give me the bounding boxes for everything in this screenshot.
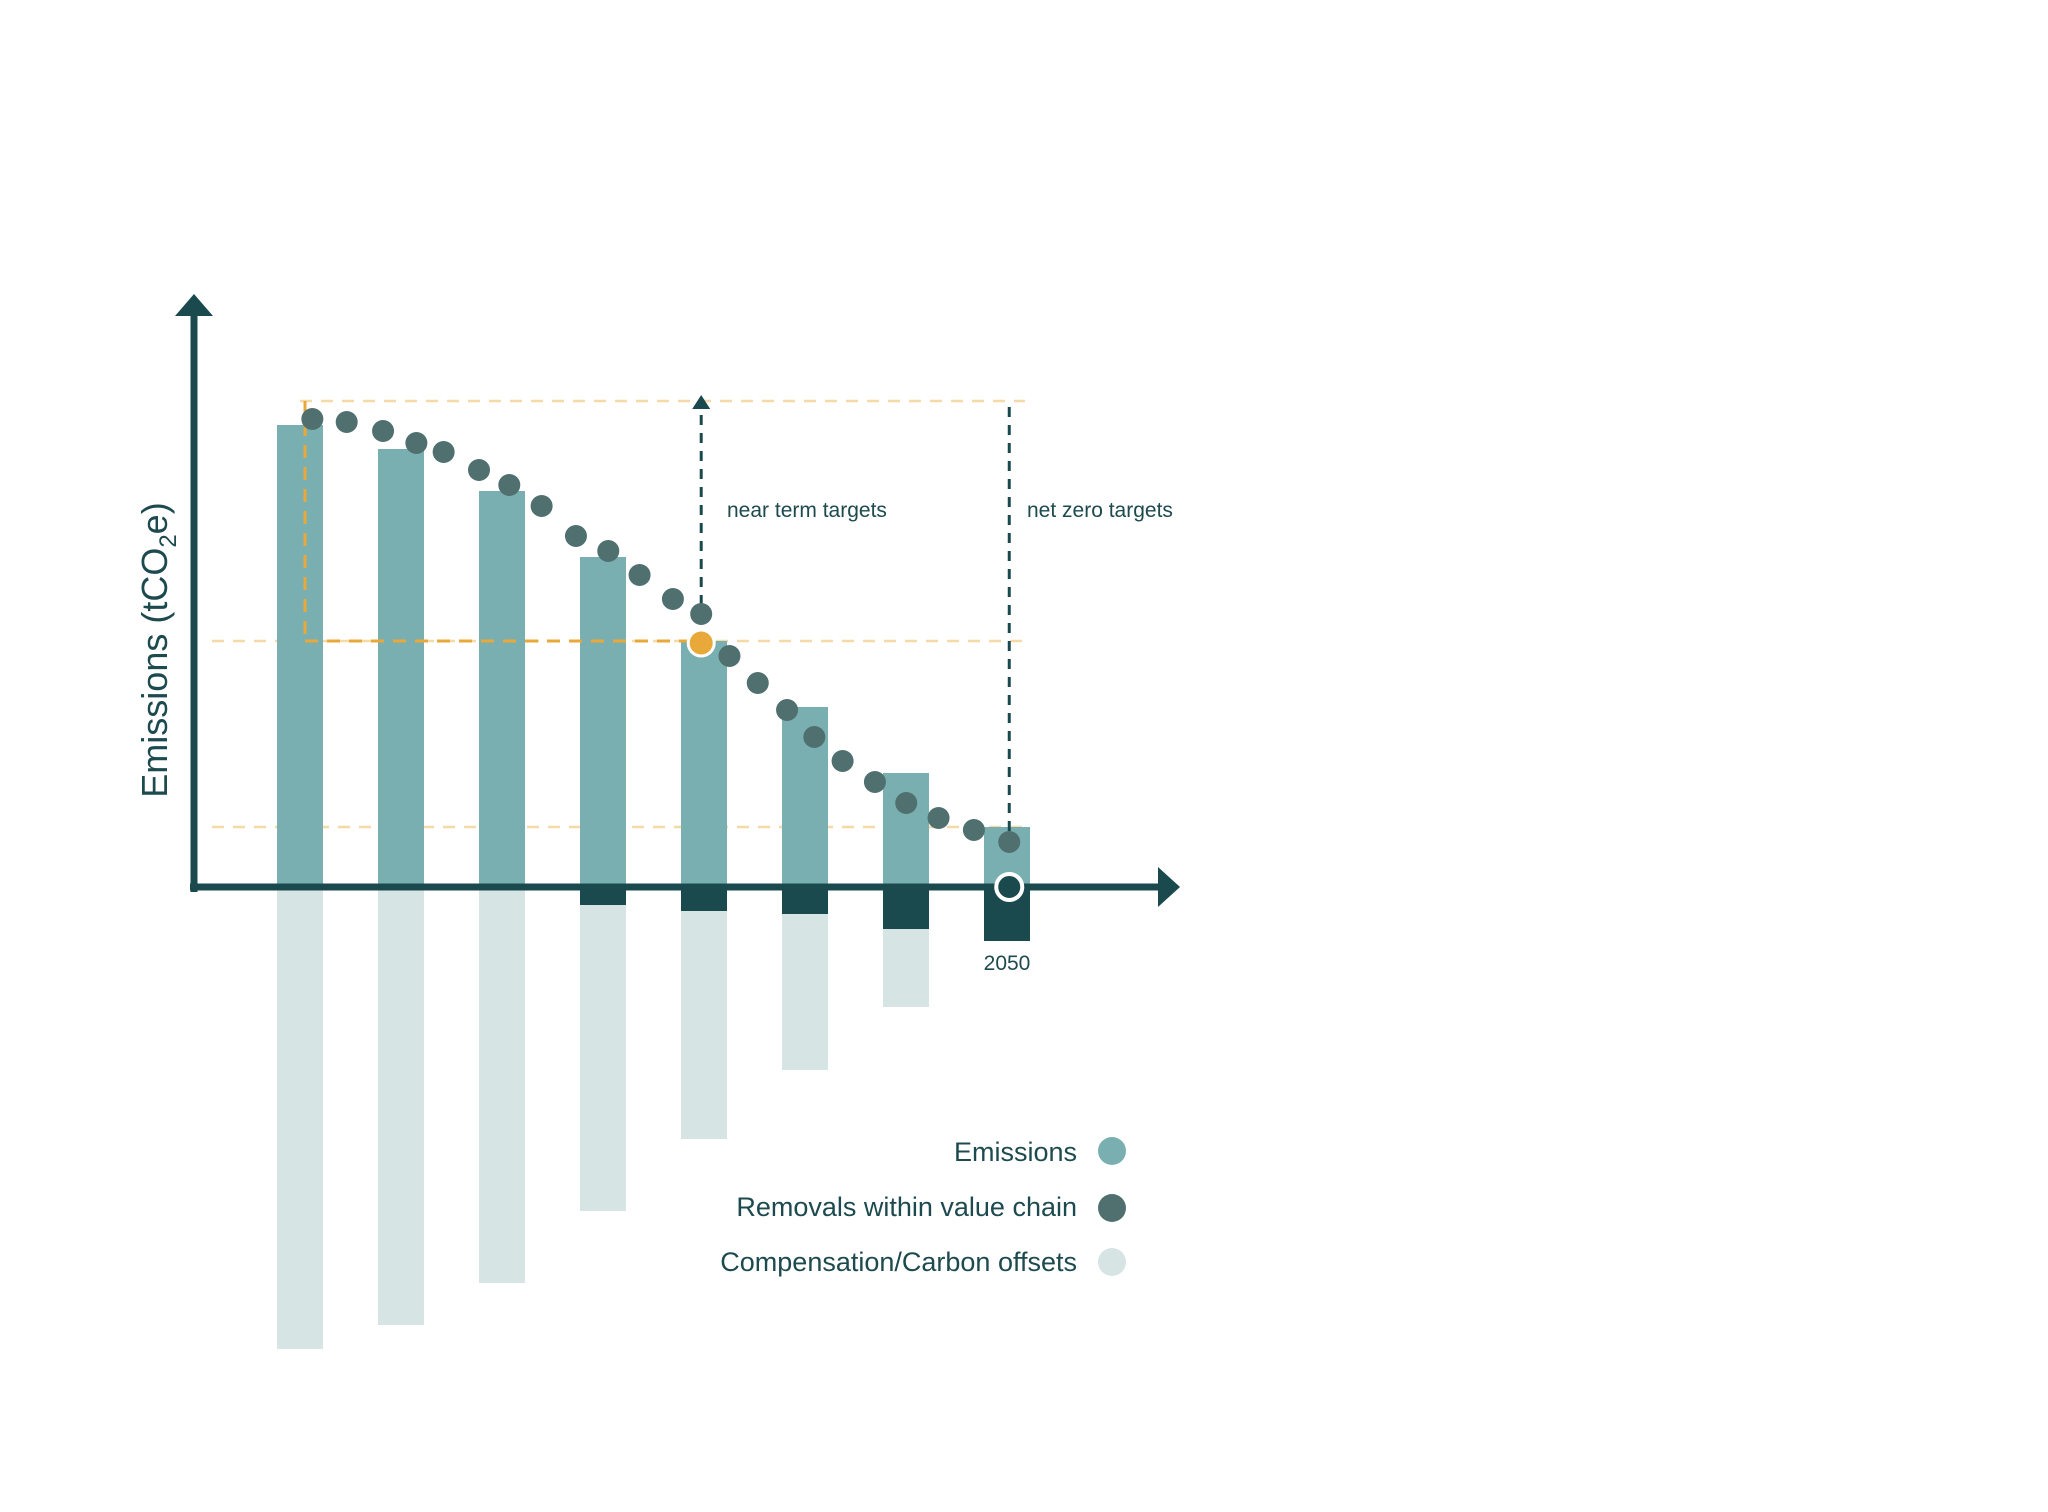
offsets-bar xyxy=(883,929,929,1007)
pathway-dot xyxy=(718,645,741,667)
pathway-dot xyxy=(690,603,713,625)
near-term-target-marker xyxy=(686,628,716,658)
emissions-bar xyxy=(883,773,929,887)
offsets-bar xyxy=(479,887,525,1283)
pathway-dot xyxy=(927,807,950,829)
emission-bars xyxy=(277,425,1030,887)
pathway-dot xyxy=(301,408,324,430)
target-markers xyxy=(686,628,1025,902)
pathway-dot xyxy=(597,540,620,562)
removals-bar xyxy=(782,887,828,914)
x-tick-label: 2050 xyxy=(984,952,1031,975)
pathway-dot xyxy=(498,474,521,496)
offsets-bar xyxy=(277,887,323,1349)
legend-label-emissions: Emissions xyxy=(954,1137,1077,1167)
legend-swatch-offsets xyxy=(1098,1248,1126,1276)
pathway-dot xyxy=(661,588,684,610)
pathway-dot xyxy=(335,411,358,433)
legend-label-removals: Removals within value chain xyxy=(736,1192,1077,1222)
pathway-dot xyxy=(863,771,886,793)
emissions-bar xyxy=(378,449,424,887)
near-term-guide xyxy=(303,401,702,643)
pathway-dot xyxy=(405,432,428,454)
pathway-dots xyxy=(301,408,1021,853)
pathway-dot xyxy=(746,672,769,694)
pathway-dot xyxy=(962,819,985,841)
offsets-bar xyxy=(378,887,424,1325)
removals-bar xyxy=(883,887,929,929)
pathway-dot xyxy=(628,564,651,586)
offsets-bar xyxy=(681,911,727,1139)
x-axis-arrowhead xyxy=(1158,867,1180,907)
annotation-net-zero: net zero targets xyxy=(1027,499,1173,522)
x-tick-labels: 2050 xyxy=(984,952,1031,975)
pathway-dot xyxy=(468,459,490,481)
legend-swatch-emissions xyxy=(1098,1137,1126,1165)
pathway-dot xyxy=(998,831,1021,853)
pathway-dot xyxy=(372,420,395,442)
emissions-bar xyxy=(479,491,525,887)
pathway-dot xyxy=(432,441,455,463)
target-arrowhead xyxy=(692,395,711,409)
emissions-bar xyxy=(580,557,626,887)
emissions-bar xyxy=(681,641,727,887)
pathway-dot xyxy=(895,792,918,814)
legend-swatch-removals xyxy=(1098,1194,1126,1222)
offsets-bar xyxy=(580,905,626,1211)
legend: Emissions Removals within value chain Co… xyxy=(720,1137,1126,1277)
annotation-near-term: near term targets xyxy=(727,499,887,522)
y-axis-arrowhead xyxy=(175,294,213,316)
compensation-bars xyxy=(277,887,929,1349)
emissions-bar xyxy=(277,425,323,887)
offsets-bar xyxy=(782,914,828,1070)
removals-bar xyxy=(681,887,727,911)
target-arrows xyxy=(692,395,1019,851)
pathway-dot xyxy=(831,750,854,772)
removals-bar xyxy=(580,887,626,905)
pathway-dot xyxy=(564,525,587,547)
pathway-dot xyxy=(803,726,826,748)
legend-label-offsets: Compensation/Carbon offsets xyxy=(720,1247,1077,1277)
y-axis-label: Emissions (tCO2e) xyxy=(134,502,182,797)
pathway-dot xyxy=(530,495,553,517)
pathway-dot xyxy=(776,699,799,721)
net-zero-marker xyxy=(994,872,1025,902)
